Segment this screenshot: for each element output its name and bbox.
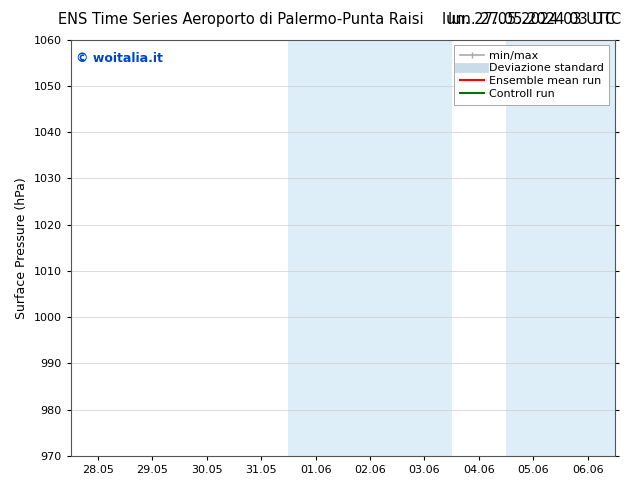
Text: lun. 27.05.2024 03 UTC: lun. 27.05.2024 03 UTC xyxy=(448,12,621,27)
Bar xyxy=(288,40,451,456)
Y-axis label: Surface Pressure (hPa): Surface Pressure (hPa) xyxy=(15,177,28,318)
Legend: min/max, Deviazione standard, Ensemble mean run, Controll run: min/max, Deviazione standard, Ensemble m… xyxy=(455,45,609,104)
Text: ENS Time Series Aeroporto di Palermo-Punta Raisi: ENS Time Series Aeroporto di Palermo-Pun… xyxy=(58,12,424,27)
Bar xyxy=(506,40,615,456)
Text: © woitalia.it: © woitalia.it xyxy=(76,52,163,65)
Text: lun. 27.05.2024 03 UTC: lun. 27.05.2024 03 UTC xyxy=(442,12,615,27)
